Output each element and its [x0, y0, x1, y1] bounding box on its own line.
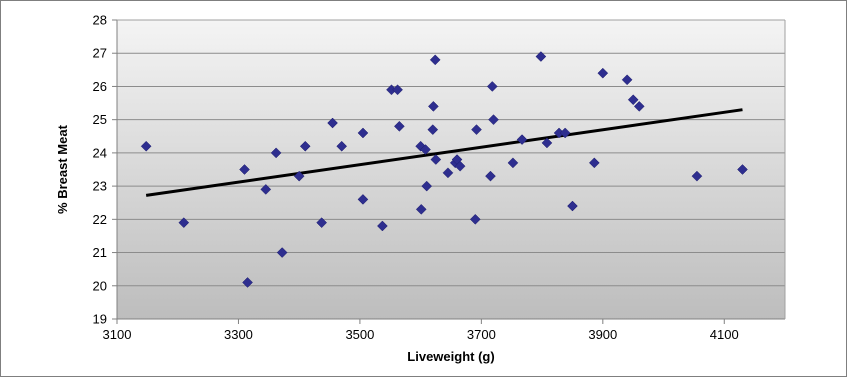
y-axis-title: % Breast Meat	[55, 124, 70, 214]
data-point	[392, 84, 403, 96]
data-point	[429, 54, 441, 66]
x-tick-label-4100: 4100	[710, 327, 739, 342]
data-point	[541, 137, 553, 149]
y-tick-label-26: 26	[93, 79, 107, 94]
data-point	[559, 127, 571, 139]
data-point	[239, 164, 250, 175]
data-point	[737, 164, 748, 175]
data-point	[485, 170, 496, 182]
plot-area	[117, 20, 785, 319]
data-point	[316, 217, 328, 229]
data-point	[421, 180, 433, 192]
data-point	[442, 167, 454, 179]
y-tick-label-24: 24	[93, 145, 107, 160]
data-point	[276, 247, 288, 258]
y-tick-label-21: 21	[93, 245, 107, 260]
y-tick-label-27: 27	[93, 46, 107, 61]
data-point	[430, 154, 442, 165]
y-tick-label-28: 28	[93, 13, 107, 28]
data-point	[597, 67, 609, 79]
data-point	[140, 140, 152, 152]
y-tick-label-25: 25	[93, 112, 107, 127]
data-point	[567, 200, 578, 212]
data-point	[469, 213, 481, 225]
data-point	[516, 134, 528, 145]
data-point	[420, 144, 431, 155]
x-tick-label-3900: 3900	[588, 327, 617, 342]
x-tick-label-3700: 3700	[467, 327, 496, 342]
x-tick-label-3100: 3100	[103, 327, 132, 342]
data-point	[357, 127, 369, 139]
data-point	[415, 204, 427, 215]
data-point	[691, 170, 703, 182]
y-tick-label-23: 23	[93, 179, 107, 194]
data-point	[486, 81, 498, 92]
data-point	[535, 51, 547, 62]
data-point	[621, 74, 633, 86]
data-point	[357, 194, 369, 205]
data-point	[454, 160, 466, 172]
trendline	[145, 108, 743, 197]
data-point	[299, 140, 311, 152]
data-point	[588, 157, 600, 169]
data-point	[627, 94, 639, 106]
data-point	[633, 101, 645, 112]
data-point	[336, 140, 348, 152]
data-point	[428, 101, 439, 112]
data-point	[471, 124, 482, 135]
data-point	[242, 277, 253, 288]
y-tick-label-19: 19	[93, 312, 107, 327]
data-point	[327, 117, 338, 129]
data-point	[377, 220, 388, 232]
x-tick-label-3500: 3500	[345, 327, 374, 342]
data-point	[488, 114, 499, 126]
x-tick-label-3300: 3300	[224, 327, 253, 342]
y-tick-label-20: 20	[93, 278, 107, 293]
data-point	[394, 120, 405, 132]
data-point	[178, 217, 190, 229]
data-point	[260, 184, 272, 195]
data-point	[427, 124, 439, 135]
x-axis-title: Liveweight (g)	[407, 349, 494, 364]
data-point	[293, 170, 305, 182]
data-point	[507, 157, 519, 169]
y-tick-label-22: 22	[93, 212, 107, 227]
data-point	[270, 147, 282, 159]
